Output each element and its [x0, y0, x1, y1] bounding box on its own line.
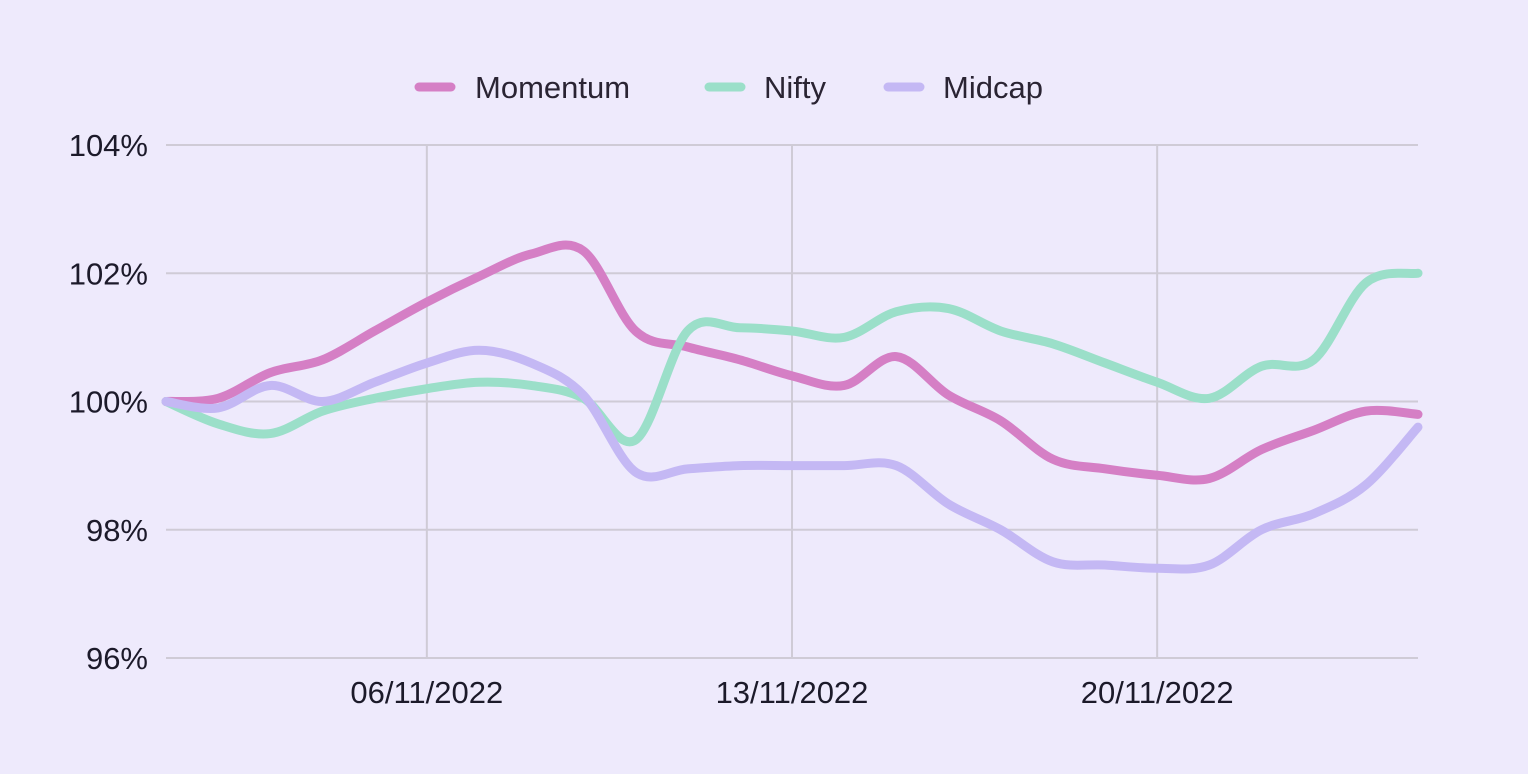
y-tick-label: 104%: [69, 128, 148, 163]
x-axis: 06/11/2022 13/11/2022 20/11/2022: [350, 675, 1233, 710]
y-tick-label: 100%: [69, 385, 148, 420]
y-axis: 96% 98% 100% 102% 104%: [69, 128, 148, 676]
legend-label-nifty: Nifty: [764, 70, 827, 105]
x-tick-label: 06/11/2022: [350, 675, 503, 710]
series-line-midcap: [161, 345, 1423, 574]
x-tick-label: 20/11/2022: [1081, 675, 1234, 710]
series-line-momentum: [161, 240, 1423, 485]
y-tick-label: 102%: [69, 256, 148, 291]
legend-label-midcap: Midcap: [943, 70, 1043, 105]
series-line-nifty: [161, 268, 1423, 447]
y-tick-label: 96%: [86, 641, 148, 676]
series-lines: [161, 240, 1423, 574]
y-tick-label: 98%: [86, 513, 148, 548]
legend-label-momentum: Momentum: [475, 70, 630, 105]
legend: Momentum Nifty Midcap: [414, 70, 1043, 105]
x-tick-label: 13/11/2022: [716, 675, 869, 710]
